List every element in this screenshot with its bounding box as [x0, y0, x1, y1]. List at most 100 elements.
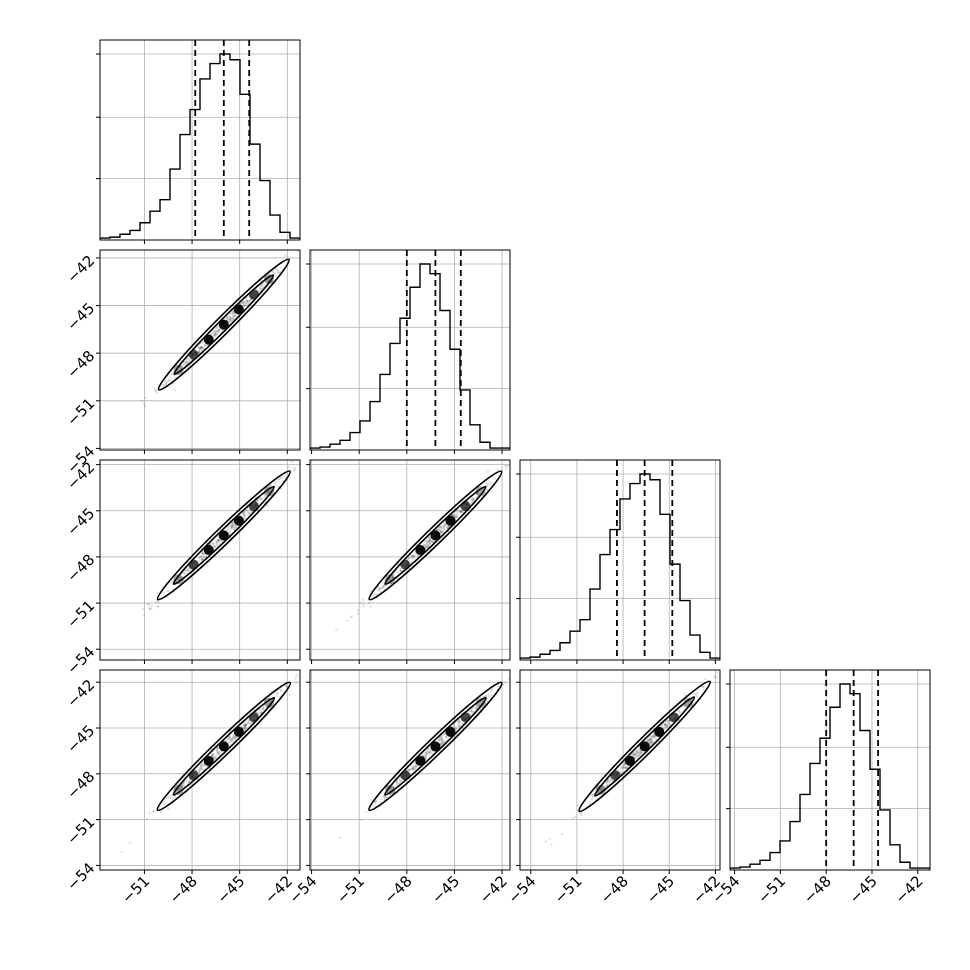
scatter-point	[383, 796, 386, 799]
scatter-point	[179, 576, 182, 579]
scatter-point	[311, 240, 313, 242]
scatter-point	[141, 608, 145, 611]
scatter-point	[373, 801, 377, 804]
scatter-point	[412, 766, 415, 769]
scatter-point	[716, 671, 719, 674]
scatter-point	[231, 315, 234, 318]
scatter-point	[177, 787, 180, 790]
scatter-point	[260, 711, 263, 714]
scatter-point	[702, 685, 705, 688]
scatter-point	[624, 765, 628, 769]
scatter-point	[455, 515, 458, 518]
histogram-step	[310, 263, 510, 450]
scatter-point	[202, 552, 205, 555]
scatter-point	[633, 756, 636, 759]
scatter-point	[188, 358, 192, 362]
scatter-point	[212, 332, 216, 335]
scatter-point	[215, 749, 219, 753]
scatter-point	[399, 567, 402, 570]
scatter-point	[392, 573, 395, 576]
scatter-point	[412, 767, 415, 770]
contour-0	[156, 681, 292, 812]
scatter-point	[605, 781, 608, 784]
scatter-point	[695, 695, 698, 698]
density-blob	[233, 726, 244, 737]
scatter-point	[427, 544, 430, 547]
scatter-point	[460, 511, 463, 514]
scatter-point	[425, 541, 429, 544]
scatter-point	[200, 551, 204, 554]
scatter-point	[186, 360, 189, 364]
scatter-point	[619, 770, 622, 773]
scatter-point	[181, 364, 185, 367]
scatter-point	[609, 778, 612, 782]
scatter-point	[201, 552, 204, 555]
scatter-point	[183, 363, 186, 366]
scatter-point	[182, 782, 185, 785]
scatter-point	[356, 612, 359, 615]
scatter-point	[228, 532, 232, 536]
scatter-point	[229, 739, 232, 742]
density-blob	[248, 289, 259, 300]
scatter-point	[184, 361, 187, 364]
scatter-point	[601, 788, 604, 791]
scatter-point	[235, 314, 239, 317]
scatter-point	[442, 526, 445, 529]
scatter-point	[486, 470, 489, 473]
scatter-point	[218, 542, 221, 545]
scatter-point	[154, 389, 157, 393]
x-tick-label: −54	[285, 872, 320, 907]
density-blob	[233, 515, 244, 526]
scatter-point	[454, 516, 457, 519]
scatter-point	[198, 768, 201, 771]
scatter-point	[170, 796, 173, 800]
scatter-point	[636, 750, 639, 753]
scatter-point	[146, 602, 149, 606]
scatter-point	[439, 525, 442, 528]
scatter-point	[247, 511, 250, 514]
scatter-point	[665, 719, 669, 722]
scatter-point	[260, 498, 263, 501]
scatter-point	[490, 694, 493, 697]
scatter-point	[231, 521, 234, 524]
scatter-point	[626, 765, 629, 768]
panel-frame	[519, 669, 721, 871]
scatter-point	[471, 498, 474, 501]
scatter-point	[150, 607, 153, 610]
scatter-point	[653, 735, 656, 739]
scatter-point	[638, 754, 641, 757]
scatter-point	[636, 750, 639, 753]
scatter-point	[668, 723, 672, 727]
scatter-point	[141, 399, 144, 402]
scatter-point	[683, 704, 686, 707]
y-tick-label: −51	[63, 813, 98, 848]
scatter-point	[155, 391, 159, 394]
scatter-point	[649, 738, 653, 741]
scatter-point	[666, 720, 670, 723]
scatter-point	[437, 527, 440, 530]
scatter-point	[212, 329, 215, 332]
scatter-point	[460, 510, 463, 513]
scatter-point	[425, 545, 428, 548]
scatter-point	[437, 527, 441, 531]
scatter-point	[475, 707, 478, 710]
scatter-point	[244, 723, 248, 726]
scatter-point	[400, 780, 403, 783]
scatter-point	[588, 800, 592, 803]
scatter-point	[218, 750, 221, 754]
scatter-point	[382, 581, 385, 584]
scatter-point	[379, 586, 383, 589]
scatter-point	[215, 755, 218, 758]
scatter-point	[360, 818, 363, 821]
scatter-point	[173, 787, 177, 790]
scatter-point	[148, 812, 151, 815]
scatter-point	[636, 754, 639, 757]
scatter-point	[215, 540, 218, 544]
scatter-point	[470, 498, 473, 501]
density-blob	[595, 784, 606, 795]
scatter-point	[638, 752, 642, 755]
scatter-point	[382, 585, 385, 588]
scatter-point	[684, 693, 687, 697]
scatter-point	[399, 569, 402, 572]
scatter-point	[460, 510, 463, 513]
